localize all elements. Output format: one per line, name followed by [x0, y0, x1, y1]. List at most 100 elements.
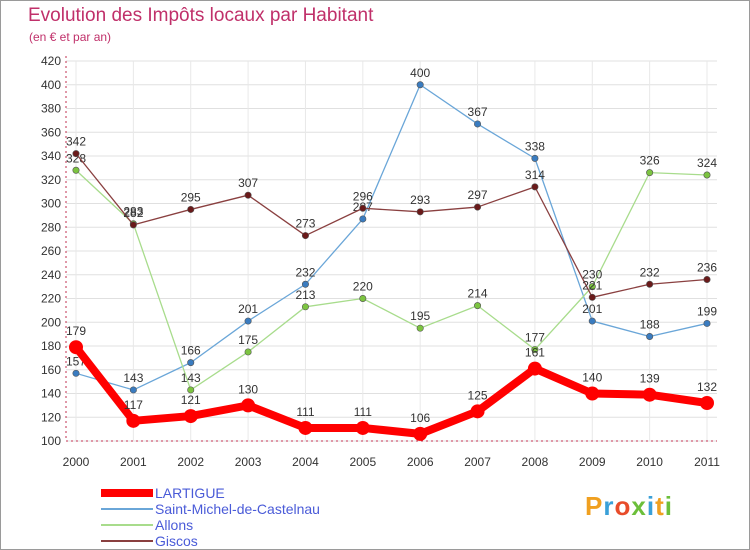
logo-letter: P	[585, 491, 604, 521]
data-point	[470, 404, 485, 419]
data-point	[474, 203, 482, 211]
data-point	[527, 361, 542, 376]
data-point	[129, 221, 137, 229]
data-point	[588, 293, 596, 301]
x-tick-label: 2010	[636, 455, 663, 469]
y-tick-label: 140	[41, 387, 61, 401]
data-point	[69, 340, 83, 355]
data-point	[646, 169, 654, 177]
data-point	[126, 413, 141, 428]
data-label: 125	[468, 388, 488, 402]
y-tick-label: 340	[41, 149, 61, 163]
data-point	[474, 302, 482, 310]
data-point	[187, 359, 195, 367]
data-label: 188	[640, 318, 660, 332]
data-point	[187, 205, 195, 213]
data-label: 201	[582, 302, 602, 316]
data-label: 143	[123, 371, 143, 385]
data-point	[642, 387, 657, 402]
y-tick-label: 320	[41, 173, 61, 187]
x-tick-label: 2007	[464, 455, 491, 469]
data-label: 221	[582, 278, 602, 292]
y-tick-label: 400	[41, 78, 61, 92]
data-point	[241, 398, 256, 413]
data-point	[703, 275, 711, 283]
legend-label: Allons	[155, 517, 194, 533]
y-tick-label: 260	[41, 244, 61, 258]
data-point	[359, 215, 367, 223]
legend-label: Saint-Michel-de-Castelnau	[155, 501, 320, 517]
data-point	[588, 317, 596, 325]
logo-letter: o	[614, 491, 632, 521]
y-tick-label: 380	[41, 102, 61, 116]
data-label: 175	[238, 333, 258, 347]
data-label: 179	[66, 324, 86, 338]
series-line	[75, 152, 708, 298]
data-label: 297	[468, 188, 488, 202]
data-label: 230	[582, 268, 602, 282]
x-tick-label: 2005	[349, 455, 376, 469]
y-tick-label: 280	[41, 220, 61, 234]
y-tick-label: 160	[41, 363, 61, 377]
data-point	[416, 324, 424, 332]
series-line	[75, 84, 708, 391]
data-label: 293	[410, 193, 430, 207]
data-point	[413, 426, 428, 441]
logo-letter: t	[655, 491, 665, 521]
data-label: 338	[525, 139, 545, 153]
y-tick-label: 200	[41, 315, 61, 329]
logo-letter: i	[664, 491, 673, 521]
data-point	[355, 420, 370, 435]
data-label: 282	[123, 206, 143, 220]
data-point	[585, 386, 600, 401]
y-tick-label: 180	[41, 339, 61, 353]
y-tick-label: 240	[41, 268, 61, 282]
data-label: 232	[295, 265, 315, 279]
data-label: 342	[66, 135, 86, 149]
data-point	[72, 150, 80, 158]
data-point	[183, 409, 198, 424]
data-label: 236	[697, 261, 717, 275]
data-point	[129, 386, 137, 394]
data-label: 177	[525, 331, 545, 345]
data-label: 139	[640, 372, 660, 386]
x-tick-label: 2006	[407, 455, 434, 469]
data-label: 199	[697, 304, 717, 318]
data-label: 326	[640, 154, 660, 168]
data-label: 166	[181, 344, 201, 358]
data-point	[531, 154, 539, 162]
data-point	[298, 420, 313, 435]
data-point	[588, 283, 596, 291]
y-tick-label: 360	[41, 125, 61, 139]
data-point	[244, 348, 252, 356]
data-label: 273	[295, 217, 315, 231]
data-point	[301, 303, 309, 311]
logo-letter: x	[631, 491, 647, 521]
x-tick-label: 2004	[292, 455, 319, 469]
data-point	[703, 171, 711, 179]
data-label: 328	[66, 151, 86, 165]
data-label: 295	[181, 190, 201, 204]
data-label: 324	[697, 156, 717, 170]
data-label: 143	[181, 371, 201, 385]
data-label: 213	[295, 288, 315, 302]
data-label: 400	[410, 66, 430, 80]
data-label: 296	[353, 189, 373, 203]
data-label: 201	[238, 302, 258, 316]
data-label: 214	[468, 287, 488, 301]
data-point	[187, 386, 195, 394]
data-point	[474, 120, 482, 128]
series-line	[75, 169, 708, 391]
data-point	[301, 280, 309, 288]
x-tick-label: 2000	[63, 455, 90, 469]
x-tick-label: 2002	[177, 455, 204, 469]
data-point	[244, 191, 252, 199]
legend-swatch	[101, 540, 153, 542]
data-label: 220	[353, 280, 373, 294]
chart-subtitle: (en € et par an)	[29, 30, 112, 44]
x-tick-label: 2009	[579, 455, 606, 469]
proxiti-logo: Proxiti	[585, 491, 673, 522]
data-label: 111	[354, 405, 373, 419]
